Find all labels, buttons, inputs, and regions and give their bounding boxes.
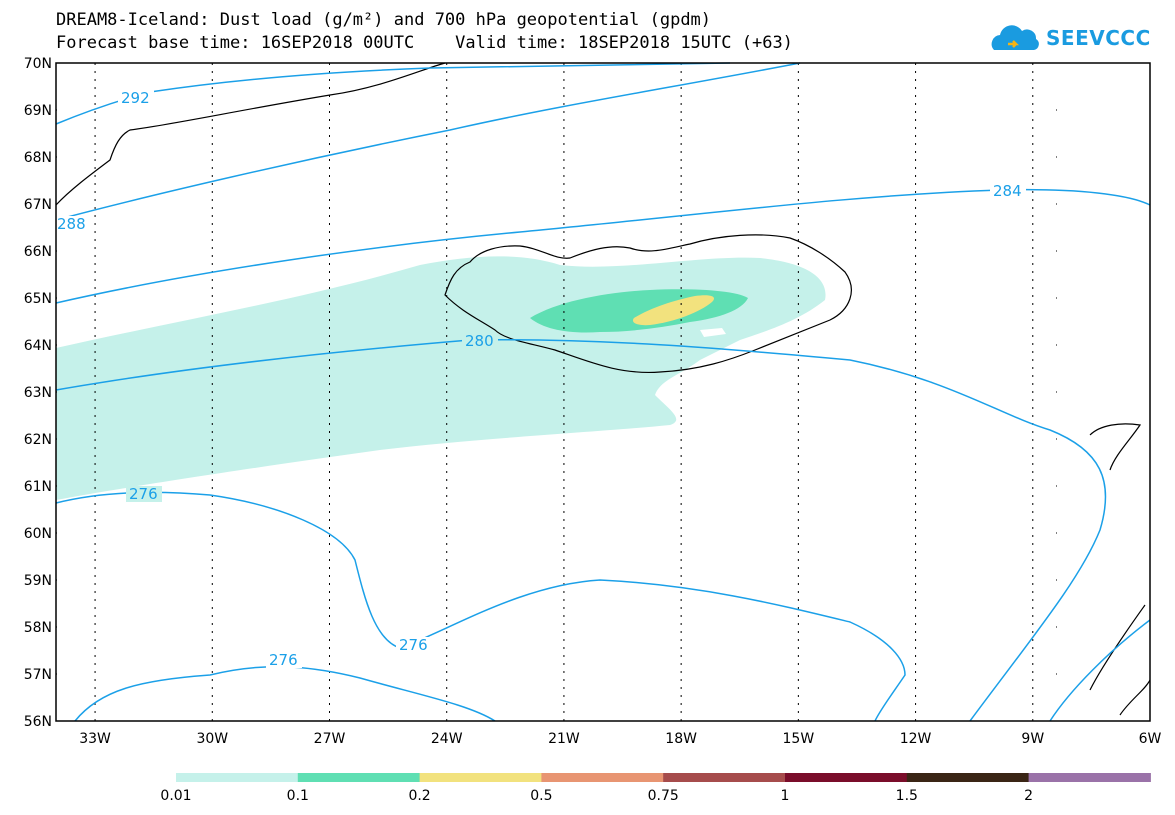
latitude-tick-label: 64N	[24, 338, 52, 354]
latitude-tick-label: 70N	[24, 56, 52, 72]
legend-swatch	[663, 773, 786, 782]
longitude-tick-label: 6W	[1139, 731, 1162, 747]
legend-tick-label: 0.2	[408, 788, 430, 804]
longitude-tick-label: 21W	[548, 731, 580, 747]
contour-276-upper	[55, 491, 906, 722]
latitude-tick-label: 57N	[24, 667, 52, 683]
contour-288	[55, 62, 801, 221]
legend-swatch	[297, 773, 421, 782]
legend-swatch	[176, 773, 299, 782]
legend-swatch	[419, 773, 542, 782]
latitude-tick-label: 62N	[24, 432, 52, 448]
map-frame	[55, 62, 1151, 722]
longitude-tick-label: 27W	[314, 731, 346, 747]
latitude-tick-label: 56N	[24, 714, 52, 730]
legend-tick-label: 1.5	[896, 788, 918, 804]
geopotential-contours	[55, 62, 1151, 722]
latitude-tick-label: 69N	[24, 103, 52, 119]
logo-text: SEEVCCC	[1046, 26, 1151, 50]
longitude-tick-label: 12W	[900, 731, 932, 747]
legend-swatch	[906, 773, 1030, 782]
contour-label-276-a: 276	[129, 485, 158, 503]
latitude-tick-label: 59N	[24, 573, 52, 589]
map-title-line2: Forecast base time: 16SEP2018 00UTC Vali…	[56, 33, 793, 53]
legend-swatch	[1028, 773, 1151, 782]
legend-tick-label: 0.1	[287, 788, 309, 804]
contour-label-276-c: 276	[269, 651, 298, 669]
longitude-tick-label: 30W	[196, 731, 228, 747]
dust-0.2-region	[632, 295, 715, 326]
latitude-tick-label: 60N	[24, 526, 52, 542]
cloud-logo-icon	[991, 25, 1039, 50]
latitude-tick-label: 66N	[24, 244, 52, 260]
legend-swatch	[541, 773, 664, 782]
faroe-coast	[1089, 423, 1142, 471]
legend-tick-label: 0.01	[160, 788, 191, 804]
longitude-tick-label: 33W	[79, 731, 111, 747]
contour-280	[55, 339, 1107, 722]
legend-tick-label: 0.75	[648, 788, 679, 804]
legend-tick-labels: 0.01 0.1 0.2 0.5 0.75 1 1.5 2	[160, 788, 1033, 804]
coastlines	[55, 62, 1151, 716]
scotland-coast	[1089, 604, 1151, 716]
latitude-tick-label: 58N	[24, 620, 52, 636]
legend-tick-label: 1	[781, 788, 790, 804]
legend-tick-label: 2	[1024, 788, 1033, 804]
contour-labels: 292 288 284 280 276 276 276	[56, 89, 1026, 669]
contour-label-284: 284	[993, 182, 1022, 200]
contour-292	[55, 62, 731, 125]
contour-label-280: 280	[465, 332, 494, 350]
contour-284	[55, 188, 1151, 304]
latitude-tick-label: 67N	[24, 197, 52, 213]
contour-label-276-b: 276	[399, 636, 428, 654]
latitude-tick-label: 65N	[24, 291, 52, 307]
contour-label-292: 292	[121, 89, 150, 107]
latitude-tick-labels: 70N 69N 68N 67N 66N 65N 64N 63N 62N 61N 60N 59N 58N 5…	[24, 56, 52, 730]
color-legend	[176, 773, 1151, 782]
map-title-line1: DREAM8-Iceland: Dust load (g/m²) and 700…	[56, 10, 712, 30]
longitude-tick-label: 18W	[665, 731, 697, 747]
legend-swatch	[785, 773, 908, 782]
graticule	[56, 63, 1150, 721]
latitude-tick-label: 61N	[24, 479, 52, 495]
dust-gap	[700, 328, 726, 337]
contour-276-lower	[74, 665, 496, 722]
iceland-coast	[444, 234, 852, 374]
contour-276-east	[1049, 619, 1151, 722]
contour-label-288: 288	[57, 215, 86, 233]
longitude-tick-label: 24W	[431, 731, 463, 747]
greenland-coast	[55, 62, 446, 206]
dust-field	[56, 256, 826, 500]
longitude-tick-label: 15W	[783, 731, 815, 747]
longitude-tick-labels: 33W 30W 27W 24W 21W 18W 15W 12W 9W 6W	[79, 731, 1161, 747]
legend-tick-label: 0.5	[530, 788, 552, 804]
longitude-tick-label: 9W	[1021, 731, 1044, 747]
latitude-tick-label: 68N	[24, 150, 52, 166]
latitude-tick-label: 63N	[24, 385, 52, 401]
